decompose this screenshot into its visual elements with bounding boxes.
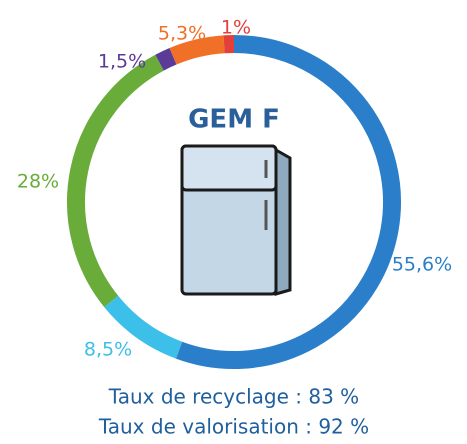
donut-segment [76, 63, 160, 302]
data-label: 8,5% [84, 339, 132, 361]
data-label: 28% [17, 171, 59, 193]
chart: GEM F Taux de recyclage : 83 % Taux de v… [0, 0, 467, 444]
donut-segment [173, 44, 224, 56]
annotation: Taux de recyclage : 83 % [108, 385, 359, 409]
data-label: 1% [221, 17, 251, 39]
data-label: 55,6% [392, 254, 452, 276]
data-label: 1,5% [98, 51, 146, 73]
donut-segment [160, 56, 173, 62]
fridge-icon [182, 146, 290, 294]
data-label: 5,3% [158, 23, 206, 45]
chart-title: GEM F [188, 105, 280, 135]
annotation: Taux de valorisation : 92 % [98, 415, 369, 439]
